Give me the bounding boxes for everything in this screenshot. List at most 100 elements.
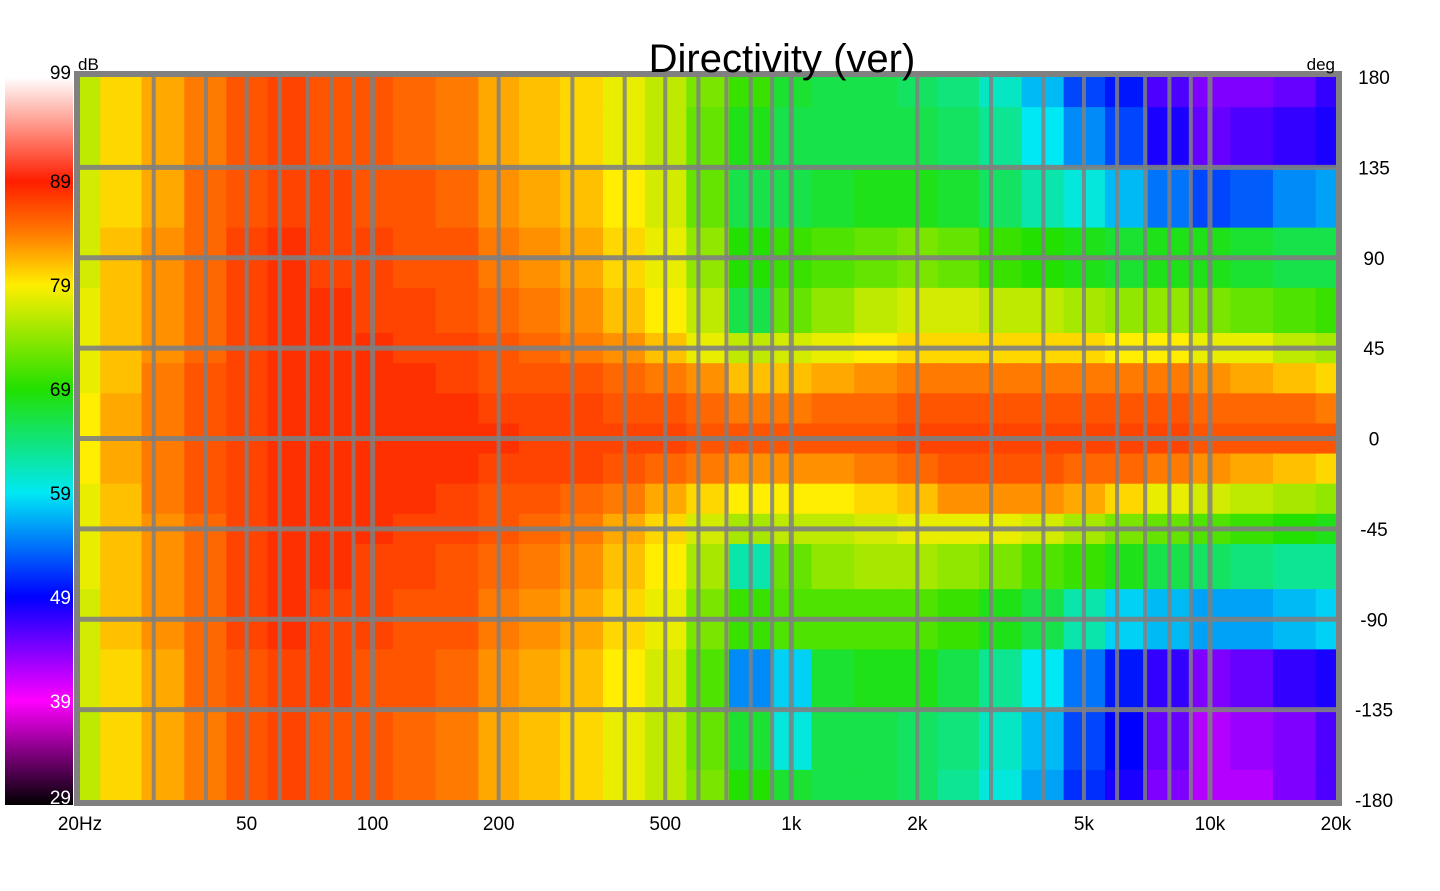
heatmap-cell: [435, 649, 479, 711]
heatmap-cell: [100, 483, 143, 515]
heatmap-cell: [560, 649, 604, 711]
heatmap-cell: [854, 769, 898, 801]
heatmap-cell: [811, 107, 855, 168]
heatmap-cell: [80, 709, 101, 771]
heatmap-cell: [435, 769, 479, 801]
heatmap-cell: [1315, 363, 1337, 394]
heatmap-cell: [937, 453, 980, 485]
heatmap-cell: [1272, 393, 1317, 425]
heatmap-cell: [1272, 167, 1317, 229]
heatmap-cell: [1315, 107, 1337, 168]
heatmap-cell: [978, 483, 1023, 515]
heatmap-cell: [1230, 107, 1274, 168]
heatmap-cell: [1104, 167, 1149, 229]
heatmap-cell: [518, 363, 561, 394]
heatmap-cell: [100, 287, 143, 334]
heatmap-cell: [1315, 709, 1337, 771]
heatmap-cell: [80, 287, 101, 334]
heatmap-cell: [435, 363, 479, 394]
heatmap-cell: [267, 483, 311, 515]
heatmap-cell: [1104, 287, 1149, 334]
heatmap-cell: [80, 543, 101, 590]
y-tick-label: 90: [1363, 249, 1384, 270]
heatmap-cell: [686, 363, 730, 394]
heatmap-cell: [854, 649, 898, 711]
heatmap-cell: [435, 287, 479, 334]
heatmap-cell: [518, 709, 561, 771]
heatmap-cell: [267, 649, 311, 711]
heatmap-cell: [392, 77, 437, 108]
heatmap-cell: [1230, 769, 1274, 801]
heatmap-cell: [560, 167, 604, 229]
y-tick-label: 135: [1358, 158, 1390, 179]
heatmap-cell: [937, 709, 980, 771]
heatmap-cell: [100, 363, 143, 394]
heatmap-cell: [1230, 453, 1274, 485]
colorbar-unit-label: dB: [78, 55, 99, 74]
axis-labels: 99 89 79 69 59 49 39 29 20Hz 50 100 200 500 1k 2k 5k 10k…: [50, 63, 1393, 835]
heatmap-cell: [1104, 107, 1149, 168]
heatmap-cell: [978, 453, 1023, 485]
heatmap-cell: [560, 709, 604, 771]
y-tick-label: 0: [1369, 430, 1380, 451]
heatmap-cell: [1230, 709, 1274, 771]
heatmap-cell: [854, 709, 898, 771]
y-tick-label: -90: [1360, 610, 1387, 631]
chart-title: Directivity (ver): [649, 37, 916, 81]
heatmap-cell: [978, 77, 1023, 108]
heatmap-cell: [1315, 769, 1337, 801]
y-tick-label: -45: [1360, 520, 1387, 541]
heatmap-cell: [1230, 649, 1274, 711]
color-scale-bar: [5, 77, 73, 805]
y-axis-unit-label: deg: [1307, 55, 1335, 74]
heatmap-cell: [854, 107, 898, 168]
heatmap-cell: [80, 649, 101, 711]
heatmap-cell: [100, 393, 143, 425]
heatmap-cell: [435, 483, 479, 515]
heatmap-cell: [518, 393, 561, 425]
heatmap-cell: [811, 543, 855, 590]
heatmap-cell: [937, 543, 980, 590]
x-tick-label: 2k: [907, 814, 928, 835]
heatmap-cell: [560, 77, 604, 108]
heatmap-cell: [1104, 453, 1149, 485]
heatmap-cell: [560, 107, 604, 168]
heatmap-cell: [811, 453, 855, 485]
colorbar-tick-label: 49: [50, 588, 71, 609]
heatmap-cell: [80, 363, 101, 394]
heatmap-cell: [937, 167, 980, 229]
heatmap-cell: [100, 709, 143, 771]
x-tick-label: 100: [357, 814, 389, 835]
heatmap-cell: [811, 709, 855, 771]
heatmap-cell: [686, 543, 730, 590]
heatmap-cell: [392, 107, 437, 168]
heatmap-cell: [392, 453, 437, 485]
heatmap-cell: [435, 453, 479, 485]
colorbar-tick-label: 79: [50, 276, 71, 297]
heatmap-cell: [267, 77, 311, 108]
heatmap-cell: [1104, 393, 1149, 425]
heatmap-cell: [1272, 709, 1317, 771]
heatmap-cell: [978, 167, 1023, 229]
heatmap-cell: [267, 453, 311, 485]
colorbar-tick-label: 29: [50, 788, 71, 809]
heatmap-cell: [141, 543, 185, 590]
heatmap-cell: [1315, 453, 1337, 485]
heatmap-cell: [1104, 483, 1149, 515]
heatmap-cell: [1315, 393, 1337, 425]
heatmap-cell: [80, 453, 101, 485]
heatmap-cell: [80, 393, 101, 425]
heatmap-cell: [811, 363, 855, 394]
heatmap-cell: [141, 287, 185, 334]
heatmap-cell: [811, 649, 855, 711]
heatmap-cell: [518, 453, 561, 485]
heatmap-cell: [392, 543, 437, 590]
heatmap-cell: [978, 393, 1023, 425]
heatmap-cell: [267, 769, 311, 801]
heatmap-cell: [100, 167, 143, 229]
heatmap-cell: [1272, 77, 1317, 108]
heatmap-cell: [392, 167, 437, 229]
colorbar-tick-label: 59: [50, 484, 71, 505]
heatmap-cell: [80, 483, 101, 515]
heatmap-cell: [686, 769, 730, 801]
